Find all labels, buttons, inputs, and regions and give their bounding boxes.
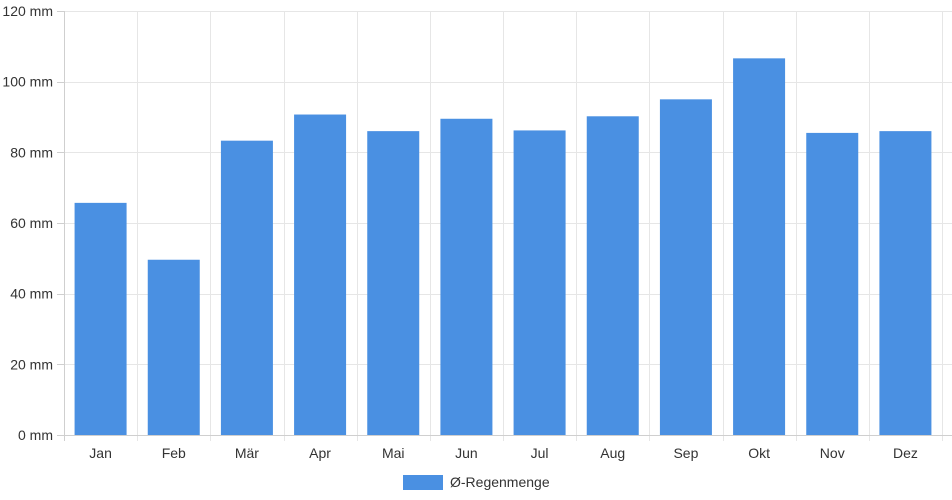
y-tick-label: 20 mm [10,356,53,372]
x-tick-label: Dez [893,445,918,461]
bar [220,140,273,435]
x-tick-label: Okt [748,445,770,461]
legend: Ø-Regenmenge [403,474,550,490]
y-tick-label: 120 mm [2,3,53,19]
legend-label: Ø-Regenmenge [450,474,550,490]
y-axis-ticks: 0 mm 20 mm 40 mm 60 mm 80 mm 100 mm 120 mm [2,3,64,443]
grid [64,11,952,441]
x-tick-label: Sep [673,445,698,461]
legend-swatch [403,475,443,490]
y-tick-label: 0 mm [18,427,53,443]
bars [74,58,932,436]
x-tick-label: Jul [531,445,549,461]
x-tick-label: Apr [309,445,331,461]
x-tick-label: Feb [162,445,186,461]
bar [586,116,639,435]
bar [733,58,786,435]
x-tick-label: Mai [382,445,405,461]
bar [513,130,566,435]
bar [367,131,420,435]
y-tick-label: 80 mm [10,144,53,160]
y-tick-label: 60 mm [10,215,53,231]
bar [440,118,493,436]
bar [294,114,347,435]
x-tick-label: Nov [820,445,845,461]
y-tick-label: 40 mm [10,286,53,302]
x-tick-label: Jun [455,445,478,461]
bar [659,99,712,435]
x-axis-ticks: Jan Feb Mär Apr Mai Jun Jul Aug Sep Okt Nov Dez [89,445,918,461]
bar [879,131,932,435]
axes [64,11,952,441]
x-tick-label: Mär [235,445,259,461]
x-tick-label: Jan [89,445,112,461]
y-tick-label: 100 mm [2,74,53,90]
bar [806,132,859,435]
bar [74,202,127,435]
x-tick-label: Aug [600,445,625,461]
bar [147,259,200,435]
